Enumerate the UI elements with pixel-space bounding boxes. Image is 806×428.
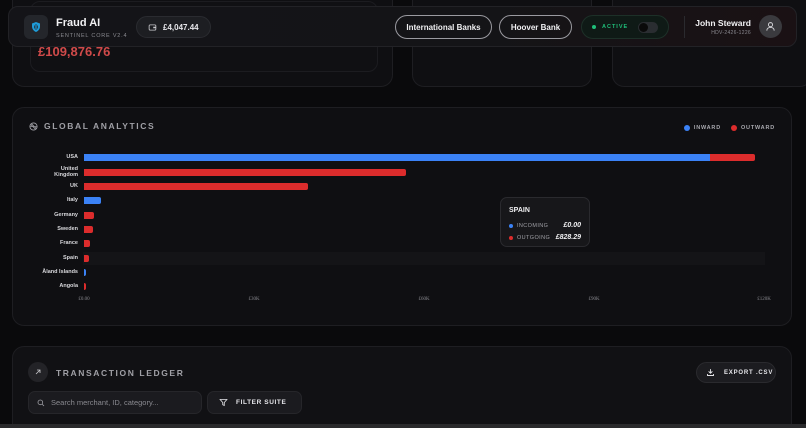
x-tick: £90K (588, 297, 600, 302)
globe-icon (29, 121, 38, 131)
bar-inward[interactable] (84, 269, 86, 276)
balance-amount: £4,047.44 (163, 22, 199, 32)
status-dot-icon (592, 25, 596, 29)
bar-chart: USA United Kingdom UK Italy Germany Sweden Fra… (13, 108, 791, 325)
international-banks-button[interactable]: International Banks (395, 15, 492, 39)
bar-outward[interactable] (710, 154, 756, 161)
expand-ledger-button[interactable] (28, 362, 48, 382)
category-label: France (59, 240, 78, 246)
avatar[interactable] (759, 15, 782, 38)
bar-outward[interactable] (84, 240, 90, 247)
user-icon (766, 22, 775, 31)
wallet-balance[interactable]: £4,047.44 (136, 16, 211, 38)
status-label: ACTIVE (602, 24, 629, 30)
inward-dot-icon (683, 125, 690, 131)
tooltip-incoming-label: INCOMING (517, 222, 549, 229)
tooltip-incoming-value: £0.00 (563, 222, 581, 229)
filter-label: FILTER SUITE (236, 399, 287, 406)
tooltip-outgoing-value: £828.29 (555, 234, 581, 241)
category-label: UK (70, 183, 78, 189)
category-label: Sweden (57, 226, 78, 232)
x-tick: £60K (418, 297, 430, 302)
tooltip-outgoing-label: OUTGOING (517, 234, 551, 241)
status-toggle-pill[interactable]: ACTIVE (581, 15, 669, 39)
bar-inward[interactable] (84, 197, 101, 204)
chart-legend: INWARD OUTWARD (683, 125, 775, 131)
brand-title: Fraud AI (56, 17, 101, 29)
search-icon (37, 399, 45, 406)
analytics-title: GLOBAL ANALYTICS (29, 121, 155, 131)
toggle-knob (639, 23, 648, 32)
outgoing-dot-icon (509, 235, 513, 240)
legend-outward-label: OUTWARD (740, 125, 775, 131)
filter-icon (219, 399, 228, 407)
x-tick: £30K (248, 297, 260, 302)
category-label: Spain (63, 255, 78, 261)
category-label: USA (66, 154, 78, 160)
bar-inward[interactable] (84, 154, 711, 161)
global-analytics-panel: GLOBAL ANALYTICS INWARD OUTWARD USA Unite… (12, 107, 792, 326)
search-field[interactable] (28, 391, 202, 414)
transaction-ledger-panel: TRANSACTION LEDGER EXPORT .CSV FILTER SU… (12, 346, 792, 428)
tooltip-outgoing-row: OUTGOING £828.29 (509, 234, 581, 241)
bar-outward[interactable] (84, 169, 406, 176)
brand-subtitle: SENTINEL CORE V2.4 (56, 33, 128, 39)
x-tick: £120K (757, 297, 771, 302)
incoming-dot-icon (509, 223, 513, 228)
bar-outward[interactable] (84, 255, 89, 262)
bar-outward[interactable] (84, 212, 94, 219)
bar-outward[interactable] (84, 183, 308, 190)
export-csv-button[interactable]: EXPORT .CSV (696, 362, 776, 383)
category-label: Italy (66, 197, 78, 203)
bar-outward[interactable] (84, 283, 86, 290)
legend-inward[interactable]: INWARD (683, 125, 721, 131)
bar-outward[interactable] (84, 226, 93, 233)
filter-suite-button[interactable]: FILTER SUITE (207, 391, 302, 414)
tooltip-incoming-row: INCOMING £0.00 (509, 222, 581, 229)
analytics-title-text: GLOBAL ANALYTICS (44, 121, 156, 131)
user-id: HDV-2426-1226 (711, 30, 751, 36)
logo[interactable] (24, 15, 48, 39)
active-toggle[interactable] (638, 22, 658, 33)
hoover-bank-button[interactable]: Hoover Bank (499, 15, 572, 39)
user-name: John Steward (695, 18, 751, 28)
category-label: Angola (59, 283, 78, 289)
arrow-up-right-icon (35, 369, 41, 375)
legend-outward[interactable]: OUTWARD (730, 125, 775, 131)
category-label: Åland Islands (42, 269, 78, 275)
category-label: United Kingdom (54, 166, 78, 178)
stat-card-value: £109,876.76 (38, 44, 111, 59)
x-tick: £0.00 (78, 297, 90, 302)
category-label: Germany (54, 212, 78, 218)
download-icon (707, 369, 714, 376)
header-divider (684, 16, 685, 38)
shield-icon (32, 22, 40, 32)
wallet-icon (148, 23, 157, 31)
export-label: EXPORT .CSV (724, 369, 774, 376)
chart-tooltip: SPAIN INCOMING £0.00 OUTGOING £828.29 (500, 197, 590, 247)
legend-inward-label: INWARD (693, 125, 721, 131)
top-header: Fraud AI SENTINEL CORE V2.4 £4,047.44 In… (8, 6, 797, 47)
horizontal-scrollbar[interactable] (0, 424, 806, 428)
ledger-title: TRANSACTION LEDGER (56, 368, 185, 378)
outward-dot-icon (730, 125, 737, 131)
row-highlight (83, 252, 765, 265)
search-input[interactable] (51, 398, 201, 407)
tooltip-title: SPAIN (509, 207, 530, 214)
